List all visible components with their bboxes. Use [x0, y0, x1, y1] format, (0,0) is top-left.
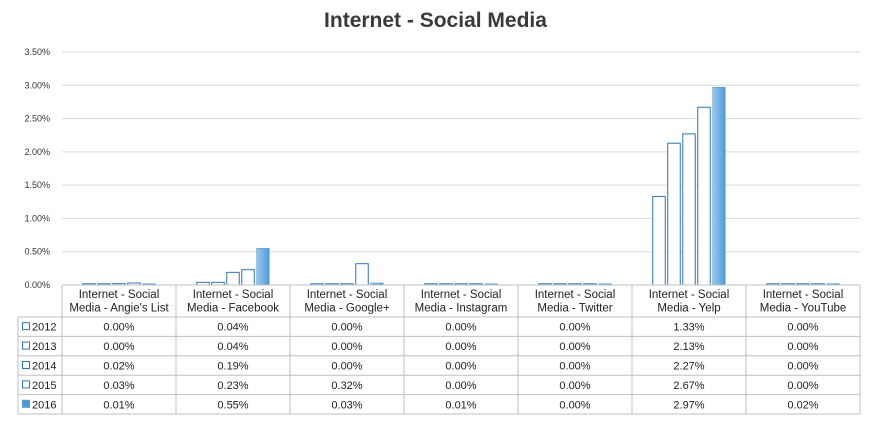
data-label: 0.00%	[445, 380, 476, 392]
data-label: 0.00%	[445, 341, 476, 353]
data-label: 0.02%	[787, 399, 818, 411]
data-label: 0.00%	[559, 341, 590, 353]
legend-key-2013	[22, 341, 30, 350]
data-label: 0.00%	[331, 322, 362, 334]
data-label: 0.02%	[103, 361, 134, 373]
data-label: 0.00%	[559, 399, 590, 411]
y-tick-label: 2.00%	[24, 147, 50, 157]
data-label: 0.23%	[217, 380, 248, 392]
data-label: 0.00%	[787, 341, 818, 353]
category-label: Media - YouTube	[760, 303, 847, 315]
category-label: Internet - Social	[307, 289, 388, 301]
data-label: 0.00%	[331, 361, 362, 373]
bar-2014-1	[226, 271, 240, 286]
category-label: Internet - Social	[763, 289, 844, 301]
data-label: 0.00%	[559, 380, 590, 392]
legend-label: 2016	[32, 399, 56, 411]
category-label: Media - Google+	[304, 303, 390, 315]
data-table: Internet - Social Media - Angie's List Int…	[17, 284, 861, 415]
bar-2015-1	[241, 269, 255, 286]
bar-2013-5	[667, 142, 681, 286]
bar-2015-2	[355, 263, 369, 286]
category-label: Media - Instagram	[415, 303, 508, 315]
y-tick-label: 1.50%	[24, 180, 50, 190]
bars	[82, 86, 840, 286]
data-label: 0.01%	[445, 399, 476, 411]
y-axis-ticks: 0.00% 0.50% 1.00% 1.50% 2.00% 2.50% 3.00% 3.50%	[24, 47, 50, 290]
legend-label: 2014	[32, 361, 56, 373]
data-label: 0.32%	[331, 380, 362, 392]
category-label: Internet - Social	[421, 289, 502, 301]
data-label: 0.19%	[217, 361, 248, 373]
data-label: 2.97%	[673, 399, 704, 411]
data-label: 0.00%	[103, 322, 134, 334]
legend-label: 2012	[32, 322, 56, 334]
y-tick-label: 3.50%	[24, 47, 50, 57]
legend-key-2015	[22, 380, 30, 389]
data-label: 2.27%	[673, 361, 704, 373]
chart-title: Internet - Social Media	[324, 9, 547, 32]
data-label: 0.00%	[559, 322, 590, 334]
data-label: 2.13%	[673, 341, 704, 353]
data-label: 0.03%	[103, 380, 134, 392]
category-label: Internet - Social	[193, 289, 274, 301]
data-label: 0.00%	[787, 361, 818, 373]
category-label: Internet - Social	[535, 289, 616, 301]
category-label: Media - Facebook	[187, 303, 279, 315]
data-label: 0.00%	[445, 322, 476, 334]
y-tick-label: 2.50%	[24, 114, 50, 124]
bar-2015-5	[697, 106, 711, 286]
data-label: 0.00%	[559, 361, 590, 373]
legend-label: 2013	[32, 341, 56, 353]
y-tick-label: 3.00%	[24, 80, 50, 90]
bar-2012-5	[652, 195, 666, 286]
legend-label: 2015	[32, 380, 56, 392]
data-label: 1.33%	[673, 322, 704, 334]
data-label: 0.03%	[331, 399, 362, 411]
data-label: 0.00%	[445, 361, 476, 373]
legend-key-2016	[22, 399, 30, 408]
data-label: 0.00%	[331, 341, 362, 353]
data-label: 0.55%	[217, 399, 248, 411]
category-label: Media - Angie's List	[69, 303, 169, 315]
category-label: Internet - Social	[649, 289, 730, 301]
legend-key-2014	[22, 361, 30, 369]
data-label: 0.00%	[103, 341, 134, 353]
data-label: 0.00%	[787, 380, 818, 392]
data-label: 0.04%	[217, 322, 248, 334]
bar-2016-1	[256, 248, 270, 286]
gridlines	[62, 51, 860, 286]
y-tick-label: 0.50%	[24, 247, 50, 257]
bar-2016-5	[712, 86, 726, 286]
data-label: 2.67%	[673, 380, 704, 392]
data-label: 0.01%	[103, 399, 134, 411]
category-label: Internet - Social	[79, 289, 160, 301]
category-label: Media - Yelp	[657, 303, 720, 315]
y-tick-label: 1.00%	[24, 213, 50, 223]
data-label: 0.00%	[787, 322, 818, 334]
legend-key-2012	[22, 322, 30, 331]
category-label: Media - Twitter	[537, 303, 612, 315]
data-label: 0.04%	[217, 341, 248, 353]
y-tick-label: 0.00%	[24, 280, 50, 290]
bar-2014-5	[682, 133, 696, 286]
